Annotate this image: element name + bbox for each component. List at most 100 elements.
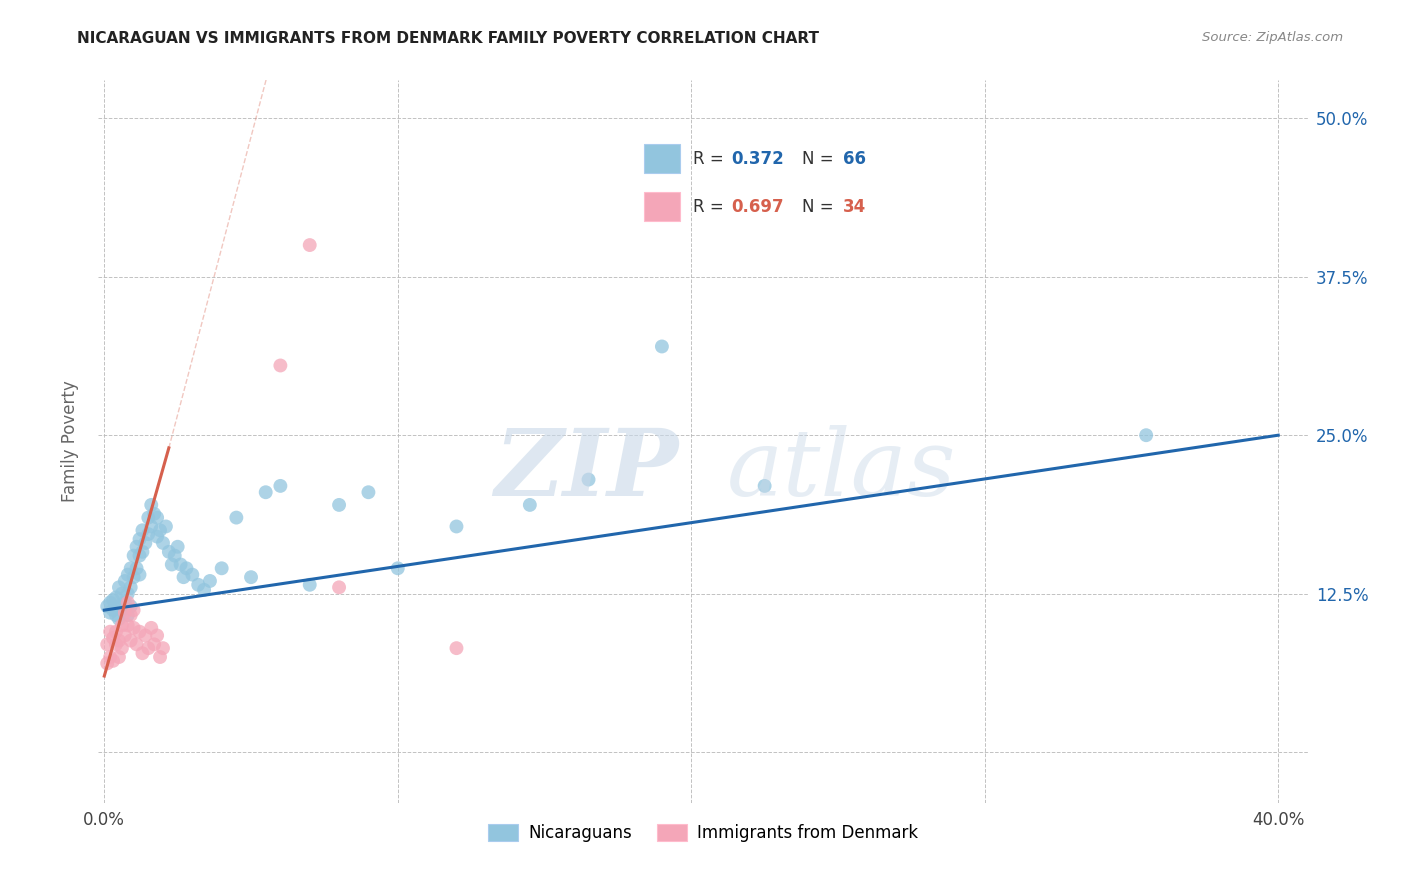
Point [101,593,124,607]
Point [149,650,172,665]
Text: Source: ZipAtlas.com: Source: ZipAtlas.com [1202,31,1343,45]
Point [111,587,134,601]
Point [101,603,124,617]
Point [578,473,600,487]
Point [211,561,233,575]
Point [108,580,131,594]
Text: 0.697: 0.697 [731,198,785,216]
Text: 66: 66 [844,150,866,168]
Point [176,561,198,575]
Point [754,479,776,493]
Point [128,549,150,563]
Text: N =: N = [803,150,839,168]
Point [357,485,380,500]
Point [146,510,169,524]
Text: ZIP: ZIP [495,425,679,516]
Text: atlas: atlas [727,425,956,516]
Point [152,641,174,656]
Point [128,624,150,639]
Point [98,650,121,665]
Point [114,606,136,620]
Point [152,536,174,550]
Point [146,530,169,544]
Point [254,485,277,500]
Point [96,599,118,614]
Point [117,567,139,582]
Point [269,359,291,373]
Point [446,641,468,656]
Point [105,637,128,651]
Point [187,578,209,592]
Point [193,582,215,597]
Point [117,587,139,601]
Text: R =: R = [693,150,730,168]
Point [96,637,118,651]
Point [328,580,350,594]
Point [108,612,131,626]
Text: R =: R = [693,198,730,216]
Point [387,561,409,575]
Y-axis label: Family Poverty: Family Poverty [60,381,79,502]
Point [298,238,321,252]
Point [163,549,186,563]
Point [269,479,291,493]
Point [134,536,156,550]
Point [651,339,673,353]
Point [98,624,121,639]
Point [173,570,195,584]
Point [120,561,142,575]
Point [108,599,131,614]
Point [169,558,191,572]
Point [125,637,148,651]
Point [120,633,142,648]
Point [114,595,136,609]
Point [225,510,247,524]
Point [146,628,169,642]
Point [120,580,142,594]
Point [143,637,166,651]
Point [149,523,172,537]
Point [141,621,163,635]
Point [122,549,145,563]
Point [128,567,150,582]
Point [96,657,118,671]
Point [122,603,145,617]
Point [108,633,131,648]
Point [298,578,321,592]
Point [114,574,136,588]
Point [328,498,350,512]
Point [105,624,128,639]
Point [155,519,177,533]
Point [98,595,121,609]
Text: 0.372: 0.372 [731,150,785,168]
Point [181,567,204,582]
Point [117,595,139,609]
Point [157,545,180,559]
Point [101,631,124,645]
Point [117,608,139,623]
Point [143,507,166,521]
Point [1135,428,1157,442]
Point [131,545,153,559]
Point [134,628,156,642]
Point [105,591,128,605]
Point [166,540,188,554]
Point [519,498,541,512]
FancyBboxPatch shape [644,145,679,173]
Point [131,646,153,660]
Point [125,561,148,575]
Point [136,527,159,541]
Point [160,558,183,572]
Point [114,628,136,642]
Text: N =: N = [803,198,839,216]
Point [198,574,221,588]
Text: 34: 34 [844,198,866,216]
Point [122,570,145,584]
Point [117,618,139,632]
Point [141,519,163,533]
Point [111,641,134,656]
Point [105,608,128,623]
Point [98,606,121,620]
Text: NICARAGUAN VS IMMIGRANTS FROM DENMARK FAMILY POVERTY CORRELATION CHART: NICARAGUAN VS IMMIGRANTS FROM DENMARK FA… [77,31,820,46]
Point [136,641,159,656]
